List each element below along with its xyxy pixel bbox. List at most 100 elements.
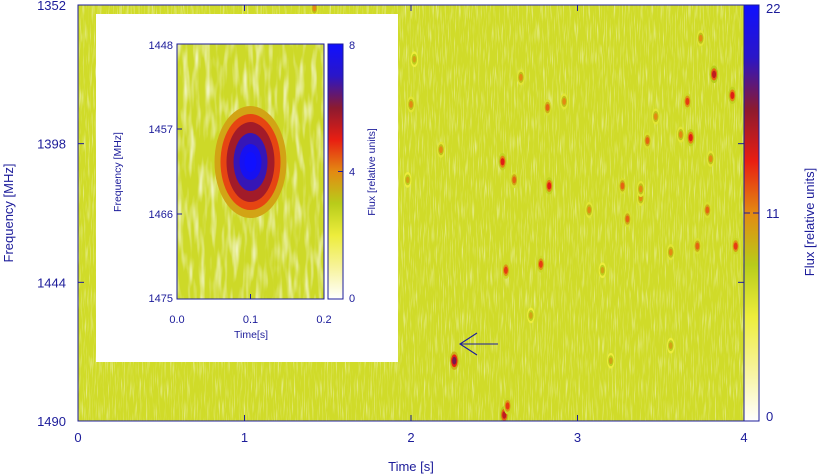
event-spot	[498, 153, 507, 171]
event-spot-layer	[519, 73, 523, 81]
event-spot	[310, 5, 319, 17]
inset-x-axis-label: Time[s]	[234, 329, 268, 341]
event-spot-layer	[620, 182, 625, 190]
event-spot-layer	[512, 176, 517, 184]
event-spot	[696, 30, 705, 47]
main-y-tick-label: 1444	[37, 275, 66, 290]
event-spot-layer	[587, 206, 591, 214]
event-spot-layer	[668, 248, 673, 256]
event-spot	[410, 51, 419, 68]
event-spot-layer	[609, 357, 613, 365]
inset-x-tick-label: 0.2	[316, 314, 331, 326]
inset-x-tick-label: 0.0	[169, 314, 184, 326]
event-spot-layer	[505, 402, 510, 410]
main-colorbar-label: Flux [relative units]	[802, 168, 817, 276]
main-colorbar: 0 11 22 Flux [relative units]	[743, 1, 817, 424]
main-x-tick-label: 4	[740, 430, 747, 445]
inset-colorbar-tick-label: 0	[349, 293, 355, 305]
event-spot-layer	[502, 411, 507, 419]
inset-x-ticks: 0.0 0.1 0.2	[169, 294, 332, 326]
inset-pulse-contour	[244, 152, 257, 173]
event-spot-layer	[712, 70, 717, 79]
event-spot	[407, 96, 415, 113]
inset-y-tick-label: 1448	[149, 40, 173, 52]
event-spot-layer	[653, 113, 658, 120]
event-spot	[503, 397, 512, 415]
event-spot-layer	[685, 97, 690, 106]
main-colorbar-gradient	[744, 5, 759, 421]
inset-colorbar-tick-label: 8	[349, 40, 355, 52]
event-spot-layer	[547, 182, 552, 190]
event-spot	[510, 171, 519, 189]
inset-x-tick-label: 0.1	[243, 314, 258, 326]
event-spot	[643, 132, 652, 149]
event-spot	[683, 93, 692, 110]
event-spot-layer	[733, 242, 738, 250]
main-x-tick-label: 2	[407, 430, 414, 445]
event-spot	[437, 141, 445, 158]
event-spot-layer	[698, 34, 703, 42]
event-spot	[607, 352, 615, 369]
event-spot-layer	[412, 55, 417, 63]
event-spot-layer	[312, 5, 317, 12]
inset-colorbar-label: Flux [relative units]	[366, 128, 378, 216]
main-colorbar-ticks: 0 11 22	[744, 1, 780, 424]
main-x-tick-label: 3	[574, 430, 581, 445]
main-colorbar-tick-label: 0	[766, 409, 773, 424]
event-spot	[676, 126, 685, 143]
event-spot	[618, 177, 627, 195]
event-spot	[560, 93, 569, 110]
event-spot	[666, 337, 675, 354]
event-spot-layer	[500, 158, 505, 166]
event-spot-layer	[545, 103, 550, 112]
event-spot	[666, 244, 675, 261]
event-spot	[686, 129, 695, 147]
event-spot-layer	[708, 155, 713, 163]
event-spot-layer	[638, 185, 643, 193]
main-x-tick-label: 1	[241, 430, 248, 445]
event-spot-layer	[668, 342, 673, 349]
event-spot	[501, 261, 510, 279]
main-x-tick-label: 0	[74, 430, 81, 445]
main-colorbar-tick-label: 11	[766, 206, 780, 221]
event-spot-layer	[405, 176, 410, 184]
event-spot	[709, 65, 719, 84]
event-spot-layer	[409, 101, 413, 108]
event-spot	[527, 307, 535, 324]
event-spot	[706, 150, 715, 167]
event-spot	[517, 69, 525, 86]
event-spot-layer	[695, 242, 700, 250]
main-y-tick-label: 1398	[37, 137, 66, 152]
inset-y-tick-label: 1466	[149, 209, 173, 221]
main-y-tick-label: 1352	[37, 0, 66, 13]
event-spot	[693, 237, 702, 255]
event-spot	[598, 262, 607, 279]
inset-colorbar-tick-label: 4	[349, 167, 355, 179]
event-spot	[585, 201, 594, 219]
event-spot	[545, 177, 554, 195]
event-spot	[731, 237, 740, 255]
event-spot	[636, 180, 645, 197]
event-spot-layer	[645, 137, 650, 145]
main-y-tick-label: 1490	[37, 414, 66, 429]
main-x-ticks: 0 1 2 3 4	[74, 5, 748, 445]
main-x-axis-label: Time [s]	[388, 459, 434, 474]
event-spot-layer	[452, 356, 457, 365]
event-spot	[403, 171, 412, 188]
inset-y-tick-label: 1475	[149, 293, 173, 305]
event-spot-layer	[529, 312, 533, 319]
event-spot	[728, 86, 737, 105]
event-spot-layer	[625, 215, 630, 223]
event-spot-layer	[538, 260, 543, 268]
event-spot-layer	[503, 266, 508, 274]
inset-y-axis-label: Frequency [MHz]	[112, 132, 124, 212]
inset-y-ticks: 1448 1457 1466 1475	[149, 40, 182, 305]
event-spot	[543, 99, 552, 116]
inset-colorbar-gradient	[328, 44, 343, 299]
event-spot	[449, 351, 459, 370]
event-spot	[623, 210, 632, 228]
event-spot	[703, 201, 712, 219]
inset-colorbar-ticks: 0 4 8	[338, 40, 355, 305]
event-spot-layer	[688, 133, 693, 142]
